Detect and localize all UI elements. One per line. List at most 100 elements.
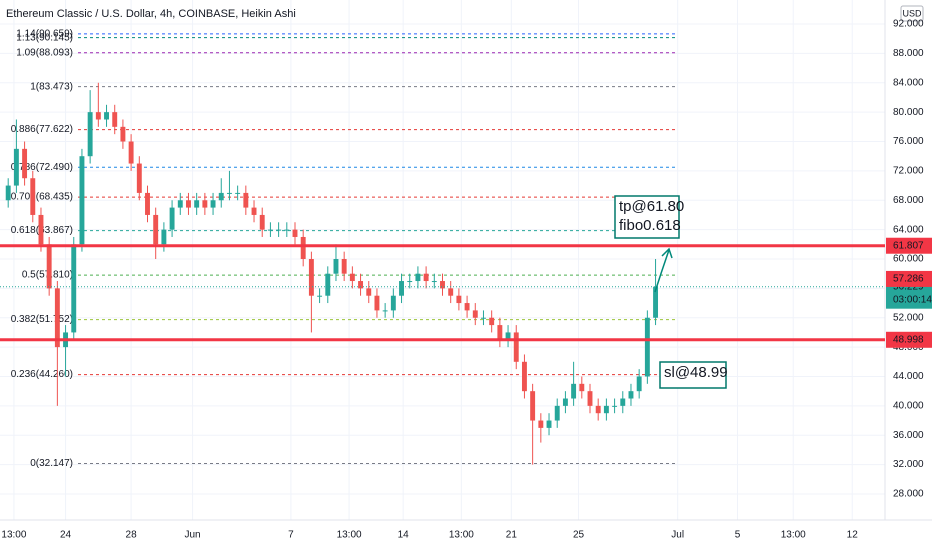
x-tick-label: 13:00 xyxy=(337,530,362,541)
x-tick-label: Jul xyxy=(671,530,684,541)
x-tick-label: 14 xyxy=(398,530,410,541)
x-tick-label: 25 xyxy=(573,530,585,541)
candle-body xyxy=(153,214,159,245)
candle-body xyxy=(308,259,314,296)
y-tick-label: 64.000 xyxy=(893,224,924,235)
candle-body xyxy=(341,259,347,274)
fib-label: 1(83.473) xyxy=(30,81,73,92)
level-tag xyxy=(886,237,932,254)
annotation-text: tp@61.80 xyxy=(619,198,684,215)
candle-body xyxy=(521,361,527,392)
candle-body xyxy=(366,288,372,296)
candle-body xyxy=(112,112,118,127)
fib-label: 1.09(88.093) xyxy=(16,47,73,58)
fib-label: 0(32.147) xyxy=(30,458,73,469)
annotation-box xyxy=(614,195,680,239)
candle-body xyxy=(595,405,601,414)
candle-body xyxy=(71,244,77,333)
y-tick-label: 92.000 xyxy=(893,19,924,30)
candle-body xyxy=(95,112,101,120)
candle-body xyxy=(587,391,593,406)
annotation-text: fibo0.618 xyxy=(619,217,681,234)
candle-body xyxy=(333,259,339,274)
x-tick-label: 13:00 xyxy=(449,530,474,541)
candle-body xyxy=(22,148,28,179)
candle-body xyxy=(603,405,609,414)
candle-body xyxy=(30,178,36,215)
candle-body xyxy=(202,200,208,208)
candle-body xyxy=(104,112,109,120)
candle-body xyxy=(259,214,265,230)
y-tick-label: 32.000 xyxy=(893,459,924,470)
candle-body xyxy=(620,398,626,406)
candle-body xyxy=(177,200,183,208)
candle-body xyxy=(464,303,470,311)
y-tick-label: 88.000 xyxy=(893,48,924,59)
fib-label: 0.382(51.752) xyxy=(11,314,73,325)
candle-body xyxy=(472,310,478,318)
candle-body xyxy=(358,281,364,289)
candle-body xyxy=(235,192,241,194)
x-tick-label: 12 xyxy=(847,530,859,541)
candle-body xyxy=(251,207,257,215)
fib-label: 0.707(68.435) xyxy=(11,192,73,203)
y-tick-label: 44.000 xyxy=(893,371,924,382)
y-tick-label: 40.000 xyxy=(893,400,924,411)
candle-body xyxy=(456,295,462,304)
candle-body xyxy=(390,295,396,311)
candle-body xyxy=(13,148,19,186)
candle-body xyxy=(538,420,544,428)
candle-body xyxy=(399,281,404,296)
fib-label: 0.886(77.622) xyxy=(11,124,73,135)
candle-body xyxy=(644,317,650,377)
annotation-box xyxy=(659,361,727,389)
level-tag-label: 48.998 xyxy=(893,334,924,345)
y-tick-label: 80.000 xyxy=(893,107,924,118)
candle-body xyxy=(448,288,454,296)
candle-body xyxy=(513,332,519,362)
candle-body xyxy=(554,405,560,421)
candle-body xyxy=(431,281,437,283)
candle-body xyxy=(218,192,224,201)
currency[interactable]: USD xyxy=(902,8,922,18)
candle-body xyxy=(562,398,568,406)
candle-body xyxy=(415,273,421,282)
level-tag-label: 61.807 xyxy=(893,240,924,251)
x-tick-label: Jun xyxy=(185,530,201,541)
y-tick-label: 76.000 xyxy=(893,136,924,147)
candle-body xyxy=(423,273,429,282)
level-tag xyxy=(886,331,932,348)
candle-body xyxy=(579,383,585,392)
fib-label: 0.236(44.260) xyxy=(11,369,73,380)
x-tick-label: 7 xyxy=(288,530,294,541)
candle-body xyxy=(38,214,44,245)
candle-body xyxy=(349,273,355,282)
x-tick-label: 13:00 xyxy=(1,530,26,541)
candle-body xyxy=(612,405,618,407)
candle-body xyxy=(46,244,52,289)
candle-body xyxy=(571,383,577,399)
candle-body xyxy=(489,317,495,326)
candle-body xyxy=(317,295,323,297)
candle-body xyxy=(79,156,85,245)
x-tick-label: 13:00 xyxy=(781,530,806,541)
candle-body xyxy=(276,229,282,231)
candle-body xyxy=(628,391,634,399)
candle-body xyxy=(440,281,445,289)
candle-body xyxy=(374,295,380,311)
candle-body xyxy=(194,200,200,208)
currency-box[interactable] xyxy=(900,5,924,22)
candle-body xyxy=(653,286,659,318)
candle-body xyxy=(300,236,306,259)
candle-body xyxy=(145,192,150,215)
y-tick-label: 52.000 xyxy=(893,312,924,323)
y-tick-label: 68.000 xyxy=(893,195,924,206)
fib-label: 1.13(90.145) xyxy=(16,32,73,43)
candle-body xyxy=(161,229,167,245)
x-tick-label: 24 xyxy=(60,530,72,541)
candle-body xyxy=(226,192,232,194)
arrow xyxy=(654,247,673,293)
y-tick-label: 28.000 xyxy=(893,489,924,500)
